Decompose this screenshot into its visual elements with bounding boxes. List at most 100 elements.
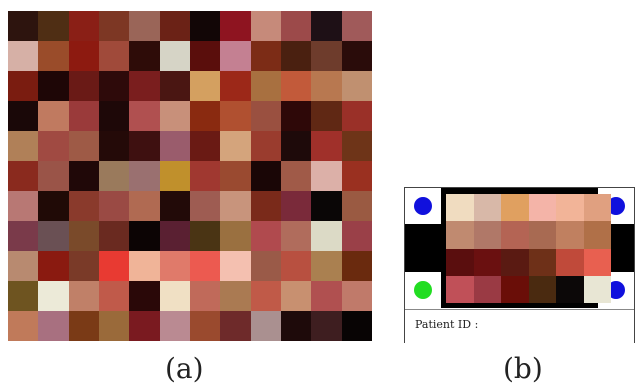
caption-a: (a) (165, 352, 204, 385)
color-cell (220, 221, 251, 251)
color-cell (583, 194, 611, 222)
color-cell (159, 251, 190, 281)
color-cell (190, 191, 221, 221)
color-cell (220, 101, 251, 131)
color-cell (250, 191, 281, 221)
color-cell (220, 41, 251, 71)
color-cell (68, 71, 99, 101)
color-cell (220, 131, 251, 161)
color-cell (8, 191, 39, 221)
color-cell (129, 101, 160, 131)
pixel-grid-b (446, 194, 611, 303)
color-cell (583, 221, 611, 249)
color-cell (159, 101, 190, 131)
patient-id-field[interactable]: Patient ID : (405, 309, 634, 343)
color-cell (99, 311, 130, 341)
color-strip (405, 188, 634, 308)
color-cell (38, 251, 69, 281)
color-cell (341, 101, 372, 131)
color-cell (220, 311, 251, 341)
corner-marker-top-left (405, 188, 441, 224)
pixel-grid-a (8, 11, 372, 341)
color-cell (281, 281, 312, 311)
color-cell (281, 191, 312, 221)
color-cell (446, 194, 474, 222)
color-cell (341, 71, 372, 101)
color-cell (341, 11, 372, 41)
color-cell (250, 311, 281, 341)
color-cell (556, 194, 584, 222)
color-cell (250, 41, 281, 71)
color-cell (341, 131, 372, 161)
color-cell (159, 131, 190, 161)
color-cell (68, 221, 99, 251)
color-cell (129, 191, 160, 221)
color-cell (129, 251, 160, 281)
color-cell (190, 311, 221, 341)
corner-marker-bottom-left (405, 272, 441, 308)
color-cell (129, 221, 160, 251)
color-cell (583, 275, 611, 303)
color-cell (159, 41, 190, 71)
color-cell (501, 275, 529, 303)
color-cell (99, 101, 130, 131)
color-cell (99, 191, 130, 221)
color-cell (8, 131, 39, 161)
color-cell (99, 251, 130, 281)
color-cell (220, 281, 251, 311)
color-cell (38, 71, 69, 101)
color-cell (190, 41, 221, 71)
color-cell (556, 248, 584, 276)
color-cell (38, 101, 69, 131)
color-cell (68, 311, 99, 341)
color-cell (190, 161, 221, 191)
color-cell (341, 221, 372, 251)
color-cell (281, 131, 312, 161)
color-cell (68, 161, 99, 191)
color-cell (281, 251, 312, 281)
color-cell (190, 11, 221, 41)
color-cell (68, 281, 99, 311)
color-cell (311, 251, 342, 281)
color-cell (8, 221, 39, 251)
color-cell (250, 11, 281, 41)
color-cell (250, 161, 281, 191)
color-cell (68, 251, 99, 281)
color-cell (159, 71, 190, 101)
color-cell (68, 101, 99, 131)
color-cell (250, 101, 281, 131)
color-cell (220, 71, 251, 101)
color-cell (129, 71, 160, 101)
color-cell (68, 191, 99, 221)
color-cell (220, 161, 251, 191)
color-cell (8, 11, 39, 41)
color-cell (311, 101, 342, 131)
color-cell (311, 41, 342, 71)
color-cell (68, 131, 99, 161)
color-cell (190, 71, 221, 101)
color-cell (220, 251, 251, 281)
color-cell (583, 248, 611, 276)
color-cell (250, 131, 281, 161)
color-cell (38, 311, 69, 341)
color-cell (129, 311, 160, 341)
color-cell (473, 221, 501, 249)
color-cell (38, 11, 69, 41)
color-cell (281, 41, 312, 71)
color-cell (129, 131, 160, 161)
color-cell (159, 191, 190, 221)
color-cell (129, 161, 160, 191)
color-cell (528, 248, 556, 276)
color-cell (38, 221, 69, 251)
color-cell (446, 221, 474, 249)
caption-b: (b) (503, 352, 543, 385)
color-cell (8, 101, 39, 131)
color-cell (281, 221, 312, 251)
color-cell (220, 11, 251, 41)
color-cell (311, 131, 342, 161)
color-cell (281, 311, 312, 341)
color-cell (8, 251, 39, 281)
color-cell (129, 281, 160, 311)
color-cell (341, 161, 372, 191)
color-cell (159, 311, 190, 341)
